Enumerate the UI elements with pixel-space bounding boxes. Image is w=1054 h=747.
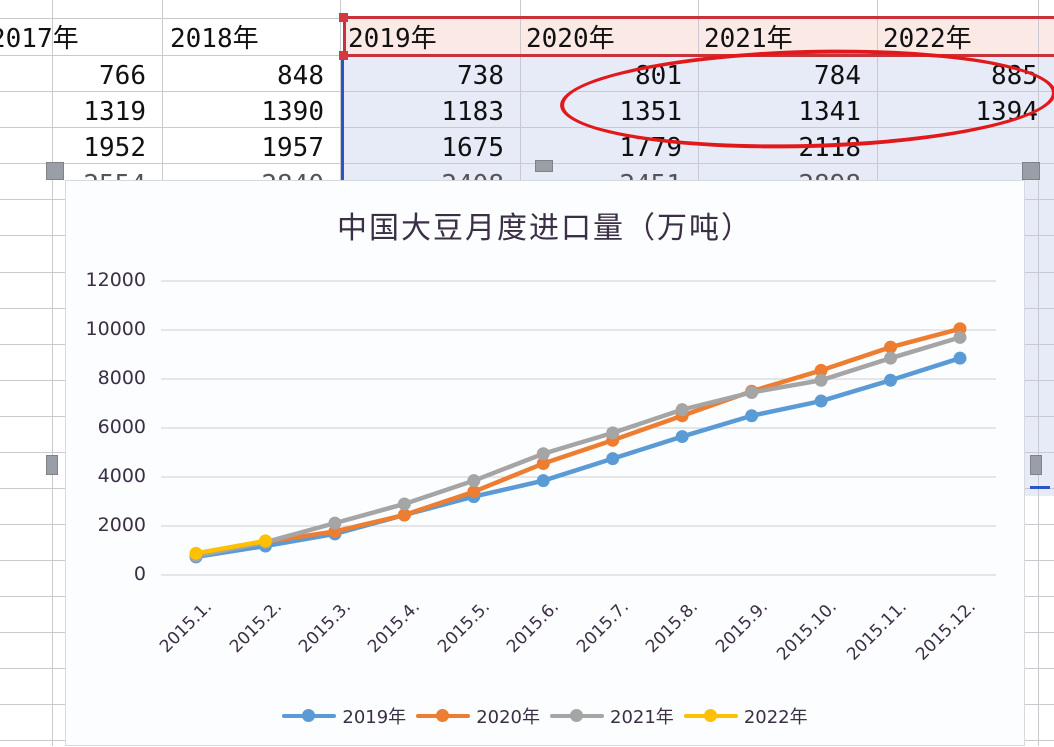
header-selection-border-bottom (344, 54, 1054, 57)
y-tick-label: 10000 (85, 318, 146, 340)
data-point-marker[interactable] (953, 330, 967, 344)
data-point-marker[interactable] (328, 516, 342, 530)
data-cell[interactable]: 801 (635, 61, 682, 91)
header-cell-2017[interactable]: 2017年 (0, 24, 79, 54)
header-selection-border-top (344, 16, 1054, 19)
data-point-marker[interactable] (467, 485, 481, 499)
data-point-marker[interactable] (675, 430, 689, 444)
data-point-marker[interactable] (606, 452, 620, 466)
data-point-marker[interactable] (536, 457, 550, 471)
grid-column-line (1038, 0, 1039, 746)
data-cell[interactable]: 1394 (975, 97, 1038, 127)
data-point-marker[interactable] (397, 497, 411, 511)
data-point-marker[interactable] (536, 447, 550, 461)
legend-line-marker-icon (550, 708, 604, 724)
data-cell[interactable]: 885 (991, 61, 1038, 91)
header-cell-2020[interactable]: 2020年 (526, 24, 615, 54)
data-point-marker[interactable] (536, 474, 550, 488)
legend-label: 2022年 (743, 707, 808, 728)
y-tick-label: 12000 (85, 269, 146, 291)
chart-resize-handle-right[interactable] (1030, 455, 1042, 475)
grid-row-line (0, 91, 1054, 92)
series-line[interactable] (193, 335, 963, 559)
data-cell[interactable]: 1351 (619, 97, 682, 127)
data-point-marker[interactable] (953, 351, 967, 365)
y-tick-label: 2000 (97, 514, 146, 536)
data-point-marker[interactable] (675, 403, 689, 417)
grid-column-line (52, 0, 53, 746)
legend-label: 2020年 (476, 707, 540, 728)
line-chart[interactable]: 中国大豆月度进口量（万吨） 0 2000 4000 6000 8000 10000 1200… (65, 180, 1025, 746)
header-cell-2022[interactable]: 2022年 (883, 24, 972, 54)
chart-title: 中国大豆月度进口量（万吨） (337, 211, 753, 246)
header-cell-2018[interactable]: 2018年 (170, 24, 259, 54)
data-cell[interactable]: 784 (814, 61, 861, 91)
data-point-marker[interactable] (397, 508, 411, 522)
legend-line-marker-icon (683, 708, 738, 724)
legend-item[interactable]: 2021年 (550, 703, 674, 729)
data-point-marker[interactable] (814, 363, 828, 377)
series-line[interactable] (193, 326, 963, 558)
data-cell-partial: 2451 (521, 166, 698, 180)
data-cell[interactable]: 1341 (798, 97, 861, 127)
data-point-marker[interactable] (884, 351, 898, 365)
y-tick-label: 8000 (97, 367, 146, 389)
chart-resize-handle-left[interactable] (46, 455, 58, 475)
chart-resize-handle-top-right[interactable] (1022, 162, 1040, 180)
chart-resize-handle-top-left[interactable] (46, 162, 64, 180)
data-cell[interactable]: 1390 (261, 97, 324, 127)
data-cell[interactable]: 1779 (619, 133, 682, 163)
series-line[interactable] (193, 355, 963, 560)
legend-line-marker-icon (416, 708, 471, 724)
data-cell[interactable]: 848 (277, 61, 324, 91)
series-line[interactable] (193, 538, 268, 556)
data-point-marker[interactable] (258, 534, 272, 548)
data-point-marker[interactable] (189, 546, 203, 560)
data-cell[interactable]: 1183 (441, 97, 504, 127)
header-selection-highlight (344, 19, 1054, 55)
data-cell[interactable]: 2118 (798, 133, 861, 163)
data-cell-partial: 2840 (163, 166, 340, 180)
chart-legend: 2019年 2020年 2021年 2022年 (66, 703, 1024, 729)
data-selection-border-right (1030, 486, 1050, 489)
data-cell[interactable]: 738 (457, 61, 504, 91)
y-tick-label: 0 (133, 563, 146, 585)
data-point-marker[interactable] (884, 373, 898, 387)
data-cell-partial: 2408 (341, 166, 520, 180)
legend-item[interactable]: 2019年 (282, 703, 406, 729)
legend-item[interactable]: 2020年 (416, 703, 540, 729)
header-cell-2019[interactable]: 2019年 (348, 24, 437, 54)
legend-item[interactable]: 2022年 (683, 703, 808, 729)
grid-row-line (0, 127, 1054, 128)
data-cell[interactable]: 766 (99, 61, 146, 91)
y-tick-label: 6000 (97, 416, 146, 438)
selection-handle[interactable] (339, 13, 348, 22)
plot-area (161, 280, 996, 576)
header-cell-2021[interactable]: 2021年 (704, 24, 793, 54)
y-tick-label: 4000 (97, 465, 146, 487)
data-cell[interactable]: 1952 (83, 133, 146, 163)
legend-line-marker-icon (282, 708, 337, 724)
data-selection-border (341, 60, 344, 180)
data-point-marker[interactable] (606, 426, 620, 440)
legend-label: 2021年 (610, 707, 674, 728)
data-point-marker[interactable] (745, 385, 759, 399)
header-selection-border-left (343, 18, 346, 55)
selection-handle[interactable] (339, 51, 348, 60)
legend-label: 2019年 (342, 707, 407, 728)
data-point-marker[interactable] (884, 340, 898, 354)
data-point-marker[interactable] (814, 373, 828, 387)
data-cell-partial: 2898 (699, 166, 877, 180)
chart-resize-handle-top[interactable] (535, 160, 553, 172)
grid-row-line (0, 163, 1054, 164)
data-cell[interactable]: 1319 (83, 97, 146, 127)
data-cell[interactable]: 1957 (261, 133, 324, 163)
data-point-marker[interactable] (467, 474, 481, 488)
data-cell-partial: 2554 (0, 166, 162, 180)
data-cell[interactable]: 1675 (441, 133, 504, 163)
data-point-marker[interactable] (745, 409, 759, 423)
data-point-marker[interactable] (814, 394, 828, 408)
